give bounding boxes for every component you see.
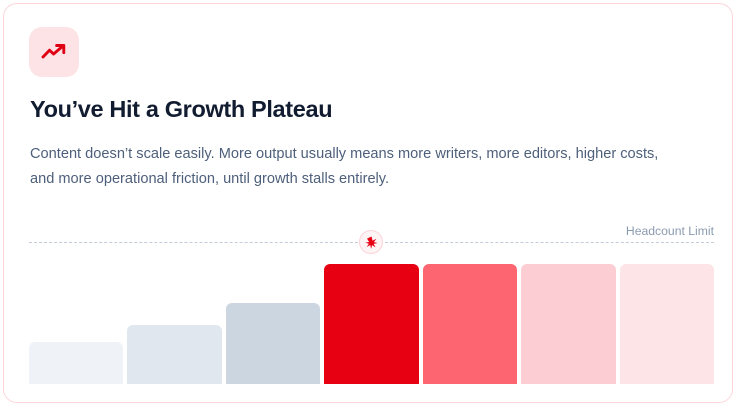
- bar-3[interactable]: [225, 303, 321, 385]
- bar-2[interactable]: [127, 325, 222, 385]
- trending-up-icon: [41, 43, 67, 61]
- page-description: Content doesn’t scale easily. More outpu…: [30, 146, 659, 187]
- sparkle-alert-icon: [359, 230, 383, 254]
- page-title: You’ve Hit a Growth Plateau: [30, 96, 333, 122]
- growth-plateau-bar-chart: Headcount Limit: [4, 4, 732, 402]
- card-bottom-spacer: [4, 384, 732, 402]
- threshold-label: Headcount Limit: [625, 224, 714, 238]
- insight-card: You’ve Hit a Growth Plateau Content does…: [3, 3, 733, 403]
- bar-4[interactable]: [324, 264, 419, 385]
- bar-5[interactable]: [422, 264, 518, 385]
- bar-group: [29, 252, 714, 385]
- trending-up-icon-badge: [29, 27, 79, 77]
- bar-7[interactable]: [619, 264, 714, 385]
- bar-1[interactable]: [29, 342, 124, 385]
- bar-6[interactable]: [521, 264, 616, 385]
